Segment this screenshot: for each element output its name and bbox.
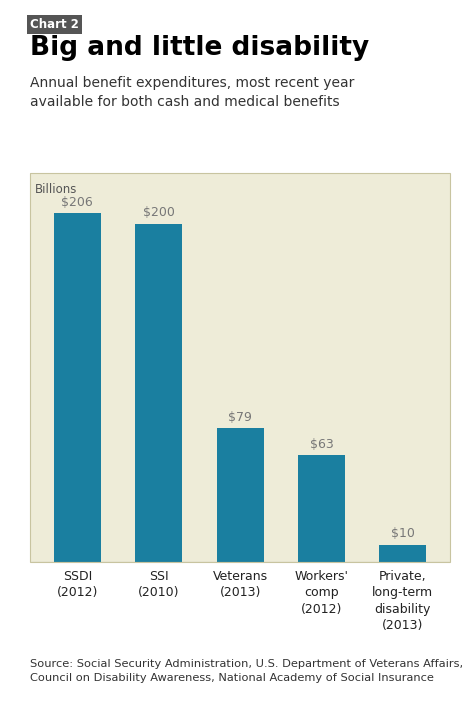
- Text: $79: $79: [228, 411, 251, 424]
- Text: Billions: Billions: [35, 182, 77, 196]
- Text: $63: $63: [309, 438, 332, 451]
- Text: Chart 2: Chart 2: [30, 18, 79, 31]
- Text: Annual benefit expenditures, most recent year
available for both cash and medica: Annual benefit expenditures, most recent…: [30, 76, 354, 109]
- Bar: [216, 428, 263, 562]
- Bar: [297, 455, 344, 562]
- Text: $200: $200: [143, 207, 174, 220]
- Bar: [378, 545, 425, 562]
- Text: Big and little disability: Big and little disability: [30, 35, 369, 60]
- Text: $206: $206: [62, 196, 93, 209]
- Text: Source: Social Security Administration, U.S. Department of Veterans Affairs,
Cou: Source: Social Security Administration, …: [30, 659, 462, 683]
- Bar: [54, 213, 101, 562]
- Text: $10: $10: [390, 528, 414, 541]
- Bar: [135, 223, 182, 562]
